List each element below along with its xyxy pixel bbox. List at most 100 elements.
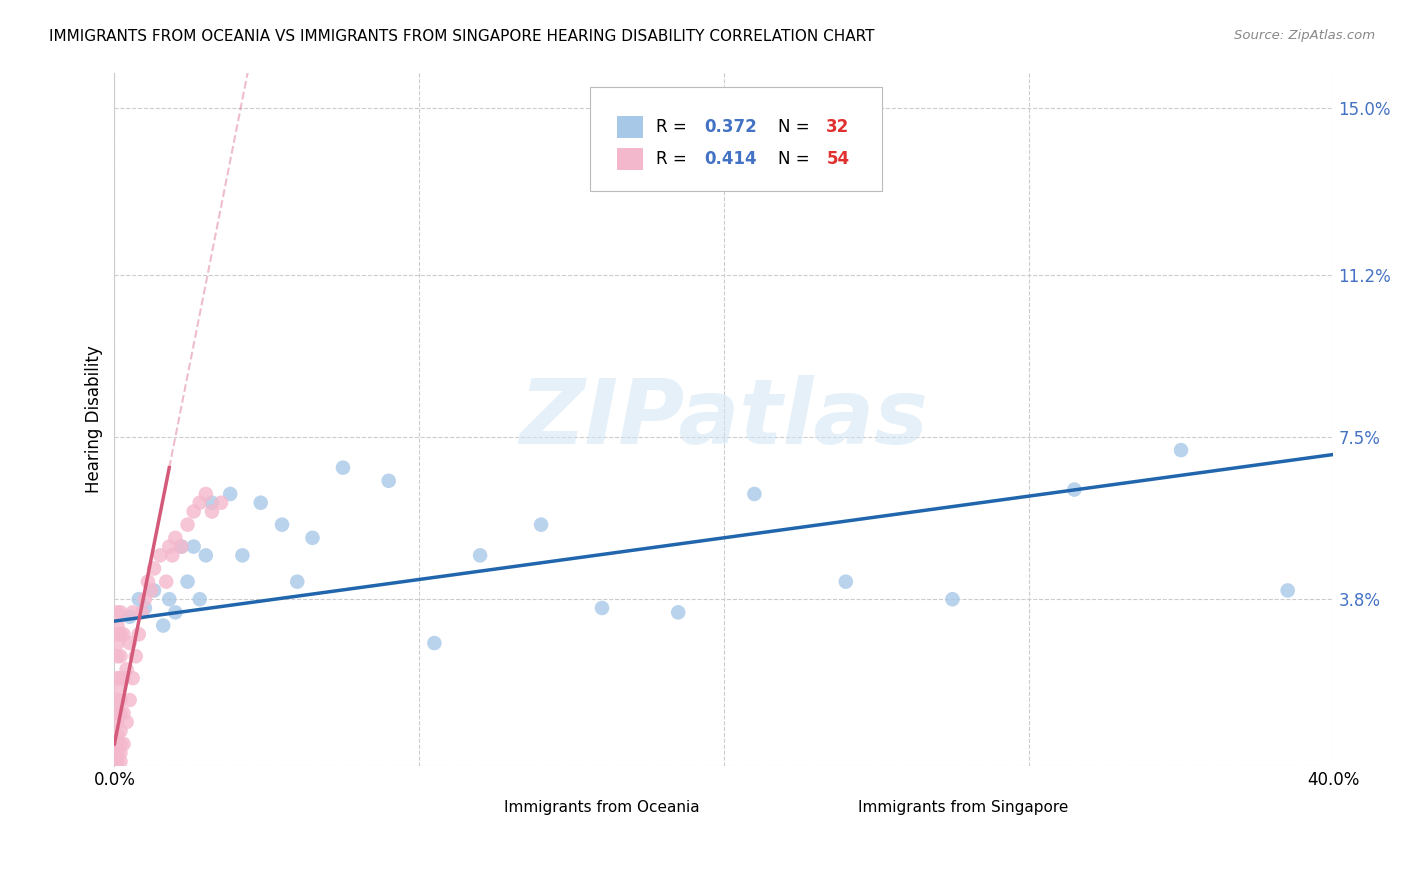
Point: [112, 627, 135, 641]
Point: [128, 592, 150, 607]
Point: [165, 606, 187, 620]
Point: [107, 606, 129, 620]
Point: [271, 517, 294, 532]
Point: [112, 671, 135, 685]
Point: [1170, 443, 1192, 458]
Point: [332, 460, 354, 475]
Point: [107, 706, 129, 721]
Text: Immigrants from Singapore: Immigrants from Singapore: [858, 800, 1069, 815]
Point: [107, 627, 129, 641]
Text: 32: 32: [827, 118, 849, 136]
Point: [143, 561, 166, 575]
Text: N =: N =: [778, 118, 814, 136]
Text: IMMIGRANTS FROM OCEANIA VS IMMIGRANTS FROM SINGAPORE HEARING DISABILITY CORRELAT: IMMIGRANTS FROM OCEANIA VS IMMIGRANTS FR…: [49, 29, 875, 44]
Point: [134, 592, 156, 607]
Text: Source: ZipAtlas.com: Source: ZipAtlas.com: [1234, 29, 1375, 42]
Point: [170, 540, 193, 554]
Point: [110, 746, 132, 760]
Y-axis label: Hearing Disability: Hearing Disability: [86, 345, 103, 493]
Point: [149, 549, 172, 563]
Point: [530, 517, 553, 532]
Point: [301, 531, 323, 545]
Point: [107, 649, 129, 664]
Point: [115, 662, 138, 676]
Point: [666, 606, 689, 620]
Point: [107, 618, 129, 632]
Point: [110, 606, 132, 620]
Point: [134, 601, 156, 615]
Point: [107, 737, 129, 751]
Point: [194, 487, 217, 501]
Point: [152, 618, 174, 632]
FancyBboxPatch shape: [810, 800, 846, 815]
Point: [1063, 483, 1085, 497]
Point: [176, 574, 198, 589]
FancyBboxPatch shape: [456, 800, 492, 815]
Text: N =: N =: [778, 150, 814, 168]
Point: [110, 649, 132, 664]
Point: [110, 723, 132, 738]
Point: [201, 504, 224, 518]
Point: [143, 583, 166, 598]
Point: [112, 737, 135, 751]
Point: [107, 755, 129, 769]
Point: [110, 671, 132, 685]
Point: [377, 474, 399, 488]
Point: [201, 496, 224, 510]
Point: [107, 671, 129, 685]
Point: [107, 728, 129, 742]
Point: [121, 671, 143, 685]
Point: [107, 714, 129, 729]
Text: R =: R =: [655, 118, 692, 136]
Point: [118, 636, 141, 650]
Point: [125, 649, 148, 664]
Text: R =: R =: [655, 150, 692, 168]
Point: [107, 746, 129, 760]
Point: [107, 750, 129, 764]
Text: Immigrants from Oceania: Immigrants from Oceania: [505, 800, 700, 815]
Point: [110, 627, 132, 641]
Point: [835, 574, 858, 589]
Point: [107, 636, 129, 650]
Point: [183, 504, 205, 518]
Point: [162, 549, 184, 563]
FancyBboxPatch shape: [589, 87, 883, 191]
Point: [188, 592, 211, 607]
Point: [155, 574, 177, 589]
Point: [219, 487, 242, 501]
Point: [941, 592, 963, 607]
Point: [110, 706, 132, 721]
Point: [231, 549, 253, 563]
Point: [183, 540, 205, 554]
Point: [1277, 583, 1299, 598]
Point: [423, 636, 446, 650]
Point: [209, 496, 232, 510]
Text: 0.372: 0.372: [704, 118, 758, 136]
Point: [176, 517, 198, 532]
Point: [131, 606, 153, 620]
Point: [157, 540, 180, 554]
Point: [128, 627, 150, 641]
Point: [468, 549, 491, 563]
Point: [110, 755, 132, 769]
Point: [115, 714, 138, 729]
Point: [139, 583, 162, 598]
Point: [194, 549, 217, 563]
Point: [170, 540, 193, 554]
Point: [107, 680, 129, 694]
Text: ZIPatlas: ZIPatlas: [519, 376, 928, 464]
Point: [107, 693, 129, 707]
Point: [112, 706, 135, 721]
Point: [249, 496, 271, 510]
FancyBboxPatch shape: [617, 116, 644, 138]
Point: [165, 531, 187, 545]
Point: [118, 609, 141, 624]
Point: [285, 574, 308, 589]
Text: 0.414: 0.414: [704, 150, 756, 168]
Point: [110, 693, 132, 707]
Point: [591, 601, 613, 615]
Point: [188, 496, 211, 510]
Point: [136, 574, 159, 589]
FancyBboxPatch shape: [617, 147, 644, 169]
Point: [121, 606, 143, 620]
